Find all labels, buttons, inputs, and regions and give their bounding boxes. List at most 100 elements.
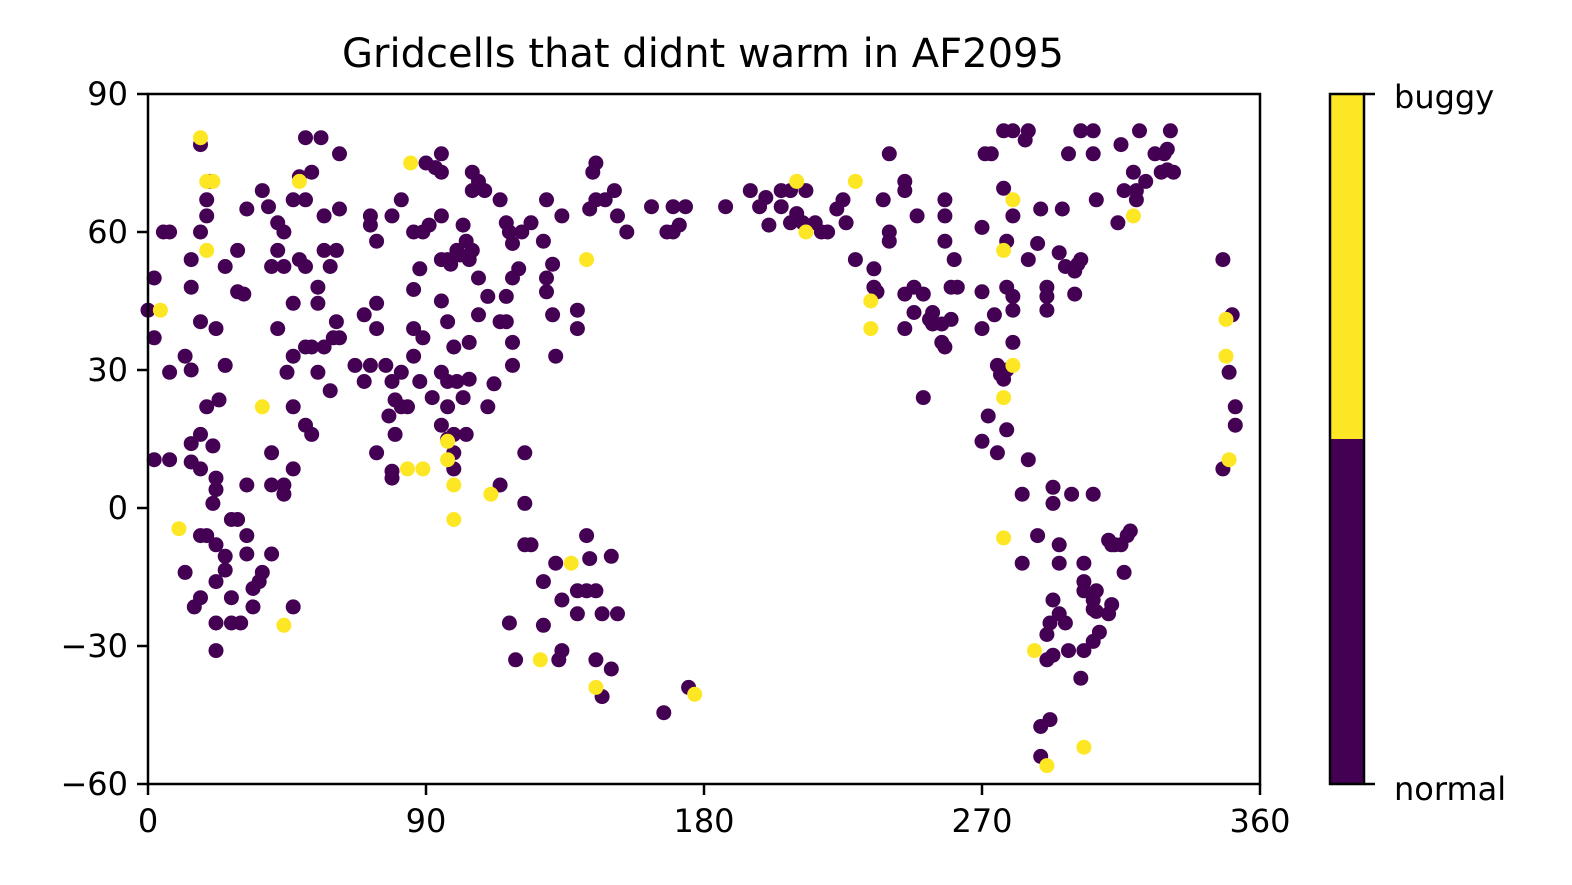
point-normal-377: [1138, 173, 1154, 189]
y-tick-label-0: 0: [108, 489, 128, 527]
point-buggy-12: [440, 433, 456, 449]
point-normal-213: [579, 528, 595, 544]
point-buggy-19: [579, 252, 595, 268]
point-normal-306: [1005, 288, 1021, 304]
point-buggy-27: [996, 242, 1012, 258]
point-normal-181: [501, 615, 517, 631]
point-normal-139: [433, 164, 449, 180]
point-normal-51: [239, 477, 255, 493]
point-buggy-28: [996, 390, 1012, 406]
point-normal-272: [915, 286, 931, 302]
point-normal-38: [217, 259, 233, 274]
point-normal-170: [477, 183, 493, 199]
point-normal-340: [1064, 486, 1080, 502]
point-normal-104: [356, 307, 372, 323]
point-normal-280: [937, 208, 953, 224]
point-normal-180: [501, 224, 517, 240]
point-normal-62: [264, 477, 280, 493]
point-normal-109: [369, 295, 385, 311]
point-normal-65: [270, 242, 286, 258]
point-buggy-14: [446, 477, 462, 493]
point-normal-153: [446, 339, 462, 355]
point-normal-375: [1128, 192, 1144, 208]
point-normal-52: [239, 528, 255, 544]
point-normal-96: [322, 383, 338, 399]
point-normal-389: [1227, 399, 1243, 415]
point-normal-50: [239, 201, 255, 217]
point-normal-87: [304, 426, 320, 442]
point-normal-192: [523, 215, 539, 231]
point-normal-34: [208, 574, 224, 590]
point-normal-304: [1005, 123, 1021, 139]
point-normal-224: [603, 548, 619, 564]
point-normal-168: [471, 270, 486, 286]
point-normal-32: [205, 495, 221, 511]
point-normal-59: [261, 199, 276, 215]
point-buggy-38: [1221, 452, 1237, 468]
point-normal-262: [881, 233, 897, 249]
point-normal-24: [199, 192, 215, 208]
point-normal-219: [588, 583, 604, 599]
point-normal-30: [208, 470, 224, 486]
point-buggy-25: [863, 321, 879, 337]
point-normal-39: [217, 357, 233, 373]
point-normal-10: [183, 252, 199, 268]
point-normal-55: [245, 599, 261, 615]
point-normal-107: [362, 217, 378, 233]
point-normal-372: [1122, 523, 1138, 539]
point-normal-225: [603, 661, 619, 677]
point-normal-270: [909, 208, 925, 224]
point-normal-293: [986, 307, 1002, 323]
point-normal-328: [1045, 479, 1061, 495]
point-normal-179: [498, 314, 514, 330]
point-normal-99: [328, 314, 344, 330]
point-normal-260: [875, 192, 891, 208]
point-normal-333: [1051, 555, 1067, 571]
point-normal-63: [264, 546, 280, 562]
point-buggy-2: [193, 130, 208, 146]
point-buggy-6: [254, 399, 270, 415]
point-normal-376: [1132, 123, 1147, 139]
point-buggy-11: [415, 461, 431, 477]
point-normal-19: [193, 426, 208, 442]
point-normal-5: [162, 224, 178, 240]
point-normal-189: [517, 445, 533, 461]
point-normal-126: [406, 321, 422, 337]
point-normal-72: [285, 192, 301, 208]
point-buggy-22: [789, 173, 805, 189]
point-normal-211: [569, 606, 585, 622]
point-normal-269: [906, 305, 922, 320]
point-normal-7: [162, 364, 178, 380]
point-normal-314: [1020, 252, 1036, 268]
point-normal-114: [381, 408, 397, 424]
point-normal-25: [199, 208, 215, 224]
colorbar-buggy-segment: [1330, 94, 1364, 439]
point-normal-350: [1076, 643, 1092, 659]
point-normal-138: [433, 146, 449, 162]
point-normal-283: [943, 311, 959, 327]
point-normal-176: [492, 192, 508, 208]
point-buggy-5: [205, 173, 221, 189]
point-normal-203: [548, 555, 564, 571]
point-normal-331: [1051, 245, 1067, 261]
point-normal-91: [313, 130, 329, 146]
point-buggy-16: [483, 486, 499, 502]
point-normal-265: [897, 183, 913, 199]
point-normal-332: [1051, 537, 1067, 553]
point-normal-18: [193, 314, 208, 330]
point-normal-98: [328, 242, 344, 258]
point-normal-229: [619, 224, 635, 240]
point-buggy-33: [1039, 758, 1055, 774]
point-normal-201: [545, 307, 561, 323]
point-normal-208: [569, 321, 585, 337]
point-normal-1: [146, 270, 162, 286]
point-normal-234: [665, 199, 681, 215]
point-normal-209: [569, 302, 585, 318]
point-normal-347: [1076, 555, 1092, 571]
point-normal-85: [304, 164, 320, 180]
point-normal-158: [455, 390, 471, 406]
point-normal-194: [535, 233, 551, 249]
point-buggy-37: [1218, 348, 1234, 364]
point-normal-329: [1045, 592, 1061, 608]
